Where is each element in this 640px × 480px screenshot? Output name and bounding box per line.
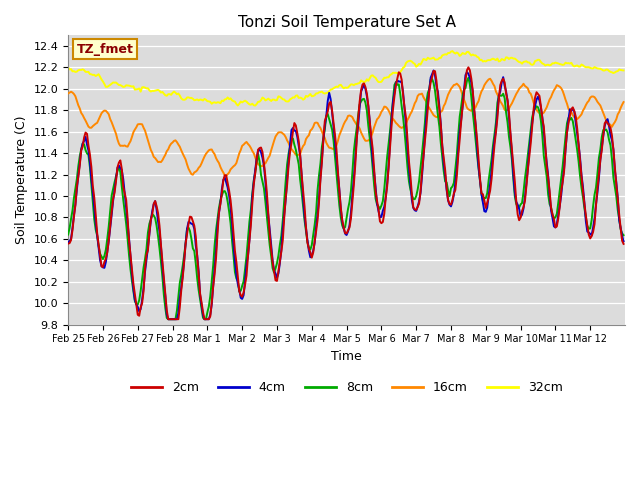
16cm [486, 76, 494, 82]
8cm [465, 75, 472, 81]
2cm [620, 241, 627, 247]
32cm [463, 49, 471, 55]
4cm [546, 192, 554, 197]
16cm [620, 99, 627, 105]
4cm [620, 239, 627, 244]
32cm [546, 62, 554, 68]
2cm [618, 238, 626, 243]
16cm [461, 100, 469, 106]
4cm [463, 69, 471, 75]
16cm [618, 102, 626, 108]
16cm [546, 96, 554, 102]
16cm [222, 173, 230, 179]
32cm [100, 81, 108, 87]
Line: 32cm: 32cm [68, 51, 623, 106]
4cm [83, 142, 91, 147]
Line: 4cm: 4cm [68, 71, 623, 319]
8cm [620, 232, 627, 238]
32cm [83, 69, 91, 75]
Legend: 2cm, 4cm, 8cm, 16cm, 32cm: 2cm, 4cm, 8cm, 16cm, 32cm [125, 376, 568, 399]
4cm [64, 240, 72, 245]
2cm [465, 64, 472, 70]
8cm [461, 85, 469, 91]
4cm [100, 265, 108, 271]
2cm [64, 240, 72, 246]
4cm [618, 233, 626, 239]
16cm [64, 91, 72, 96]
16cm [100, 108, 108, 113]
8cm [64, 232, 72, 238]
2cm [83, 131, 91, 137]
8cm [164, 316, 172, 322]
8cm [83, 151, 91, 156]
Line: 16cm: 16cm [68, 79, 623, 176]
32cm [351, 81, 359, 87]
2cm [351, 162, 359, 168]
Text: TZ_fmet: TZ_fmet [77, 43, 133, 56]
2cm [100, 259, 108, 265]
X-axis label: Time: Time [332, 350, 362, 363]
2cm [546, 188, 554, 193]
Title: Tonzi Soil Temperature Set A: Tonzi Soil Temperature Set A [237, 15, 456, 30]
Y-axis label: Soil Temperature (C): Soil Temperature (C) [15, 116, 28, 244]
8cm [546, 201, 554, 207]
8cm [100, 253, 108, 259]
32cm [449, 48, 456, 54]
2cm [461, 77, 469, 83]
32cm [620, 68, 627, 73]
8cm [351, 136, 359, 142]
4cm [429, 68, 437, 73]
8cm [618, 230, 626, 236]
32cm [64, 65, 72, 71]
4cm [164, 316, 172, 322]
16cm [83, 120, 91, 126]
4cm [351, 155, 359, 161]
32cm [618, 67, 626, 73]
Line: 2cm: 2cm [68, 67, 623, 319]
2cm [164, 316, 172, 322]
16cm [351, 120, 359, 125]
32cm [252, 103, 259, 108]
Line: 8cm: 8cm [68, 78, 623, 319]
